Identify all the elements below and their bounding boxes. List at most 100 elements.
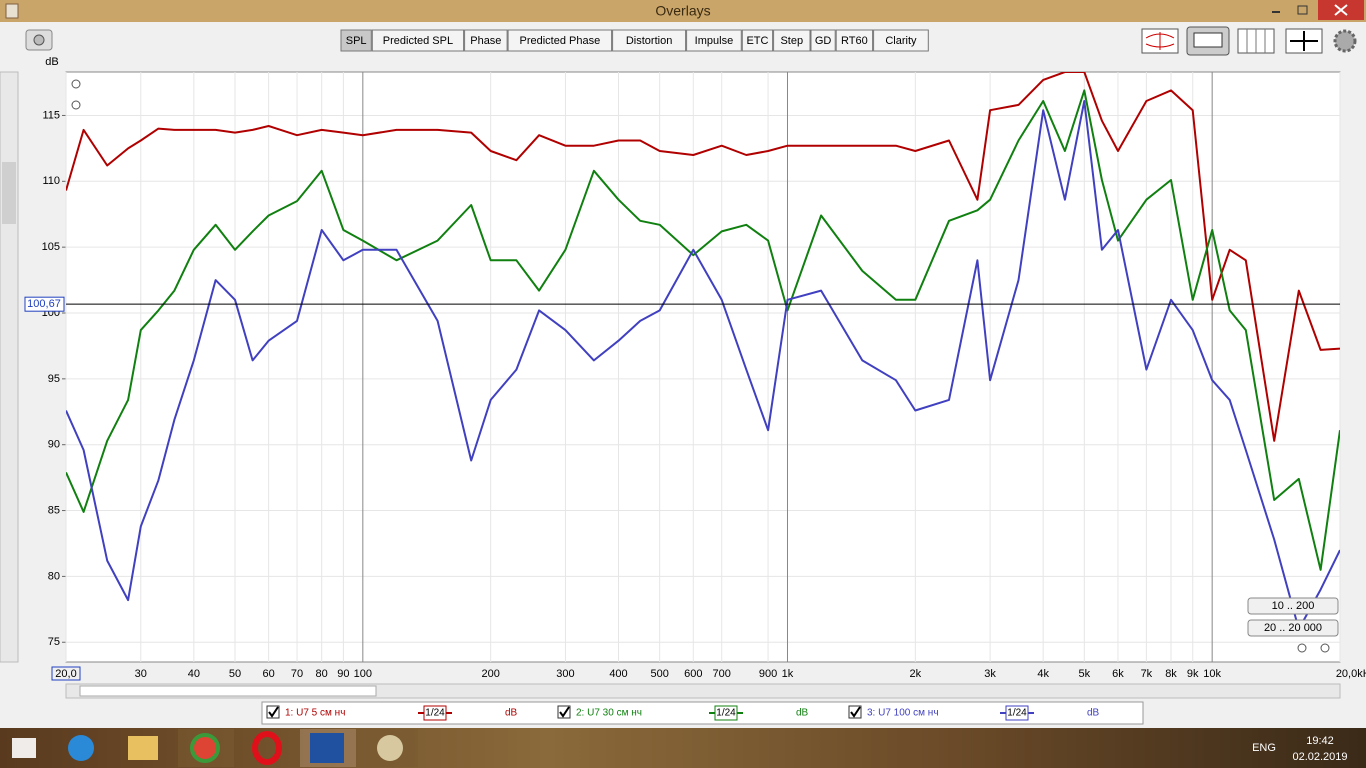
cursor-label: 100,67 <box>27 298 61 310</box>
preset-button[interactable] <box>1247 597 1339 615</box>
ie-icon[interactable] <box>68 735 94 761</box>
x-tick-label: 50 <box>229 668 241 680</box>
x-tick-label: 20,0 <box>55 668 76 680</box>
tab-label[interactable]: GD <box>815 35 832 47</box>
x-tick-label: 40 <box>188 668 200 680</box>
x-tick-label: 9k <box>1187 668 1199 680</box>
x-tick-label: 8k <box>1165 668 1177 680</box>
tab-label[interactable]: Phase <box>470 35 501 47</box>
tab-label[interactable]: SPL <box>346 35 367 47</box>
clock-time[interactable]: 19:42 <box>1306 735 1334 747</box>
tab-label[interactable]: Clarity <box>885 35 917 47</box>
legend-bar <box>261 701 1144 725</box>
vertical-scrollbar[interactable] <box>0 71 19 663</box>
legend-smoothing[interactable]: 1/24 <box>716 708 736 719</box>
tab[interactable] <box>686 29 742 52</box>
x-tick-label: 2k <box>910 668 922 680</box>
y-tick-label: 80 <box>48 570 60 582</box>
y-tick-label: 115 <box>42 109 60 121</box>
x-tick-label: 4k <box>1037 668 1049 680</box>
series-lines <box>66 72 1340 631</box>
tab[interactable] <box>741 29 774 52</box>
tab[interactable] <box>340 29 372 52</box>
preset-label[interactable]: 20 .. 20 000 <box>1264 622 1322 634</box>
rew-icon[interactable] <box>310 733 344 763</box>
legend-smoothing-box[interactable] <box>1005 705 1029 721</box>
language-indicator[interactable]: ENG <box>1252 742 1276 754</box>
legend-check <box>850 706 861 718</box>
vertical-scroll-thumb[interactable] <box>2 162 16 224</box>
opera-icon[interactable] <box>252 731 282 765</box>
x-tick-label: 70 <box>291 668 303 680</box>
y-tick-label: 105 <box>42 241 60 253</box>
legend-name: 2: U7 30 см нч <box>576 708 642 719</box>
x-tick-label: 300 <box>556 668 574 680</box>
chrome-icon[interactable] <box>190 733 220 763</box>
title-bar <box>0 0 1366 22</box>
tab-bar: SPL Predicted SPL Phase Predicted Phase Dist… <box>340 29 929 52</box>
x-tick-label: 600 <box>684 668 702 680</box>
app-icon <box>5 3 19 19</box>
tab[interactable] <box>612 29 687 52</box>
x-tick-label: 60 <box>262 668 274 680</box>
horizontal-scrollbar[interactable] <box>65 683 1341 699</box>
tab-label[interactable]: ETC <box>746 35 768 47</box>
tab[interactable] <box>810 29 836 52</box>
series-line <box>66 89 1340 571</box>
legend-check <box>559 706 570 718</box>
legend-unit: dB <box>505 708 518 719</box>
paint-icon[interactable] <box>377 735 403 761</box>
tab-label[interactable]: Step <box>780 35 803 47</box>
x-tick-label: 400 <box>609 668 627 680</box>
tab-label[interactable]: Predicted Phase <box>519 35 600 47</box>
zoom-out[interactable] <box>71 100 81 110</box>
tab-label[interactable]: Impulse <box>695 35 734 47</box>
legend-smoothing-box[interactable] <box>714 705 738 721</box>
x-tick-label: 80 <box>316 668 328 680</box>
explorer-icon[interactable] <box>128 736 158 760</box>
zoom-in-x[interactable] <box>1320 643 1330 653</box>
zoom-out-x[interactable] <box>1297 643 1307 653</box>
series-line <box>66 72 1340 442</box>
y-tick-label: 90 <box>48 439 60 451</box>
view-icon <box>1145 32 1175 50</box>
zoom-presets: 10 .. 200 20 .. 20 000 <box>1247 597 1339 637</box>
tab-label[interactable]: Predicted SPL <box>383 35 453 47</box>
y-tick-label: 85 <box>48 504 60 516</box>
x-tick-label: 900 <box>759 668 777 680</box>
zoom-in[interactable] <box>71 79 81 89</box>
y-tick-label: 110 <box>42 175 60 187</box>
preset-label[interactable]: 10 .. 200 <box>1272 600 1315 612</box>
tab[interactable] <box>464 29 508 52</box>
tab-label[interactable]: Distortion <box>626 35 672 47</box>
legend: 1: U7 5 см нч 1/24 dB 2: U7 30 см нч 1/24 dB 3… <box>266 705 1100 721</box>
y-axis-label: dB <box>45 56 58 68</box>
legend-smoothing[interactable]: 1/24 <box>425 708 445 719</box>
start-button[interactable] <box>12 738 36 758</box>
tab[interactable] <box>371 29 465 52</box>
preset-button[interactable] <box>1247 619 1339 637</box>
tab-label[interactable]: RT60 <box>841 35 868 47</box>
tab[interactable] <box>835 29 874 52</box>
zoom-controls <box>71 79 1330 653</box>
maximize-button[interactable] <box>1297 5 1308 15</box>
legend-smoothing-box[interactable] <box>423 705 447 721</box>
y-tick-label: 95 <box>48 373 60 385</box>
settings-button[interactable] <box>1333 29 1357 53</box>
camera-icon <box>33 34 45 46</box>
close-icon <box>1334 4 1348 16</box>
x-start-box <box>51 666 81 681</box>
clock-date[interactable]: 02.02.2019 <box>1292 751 1347 763</box>
tab[interactable] <box>773 29 811 52</box>
legend-unit: dB <box>1087 708 1100 719</box>
legend-name: 1: U7 5 см нч <box>285 708 345 719</box>
x-tick-label: 90 <box>337 668 349 680</box>
horizontal-scroll-thumb[interactable] <box>79 685 377 697</box>
x-tick-label: 100 <box>354 668 372 680</box>
x-tick-label: 700 <box>713 668 731 680</box>
tab[interactable] <box>873 29 929 52</box>
legend-smoothing[interactable]: 1/24 <box>1007 708 1027 719</box>
x-tick-label: 200 <box>481 668 499 680</box>
tab[interactable] <box>507 29 613 52</box>
